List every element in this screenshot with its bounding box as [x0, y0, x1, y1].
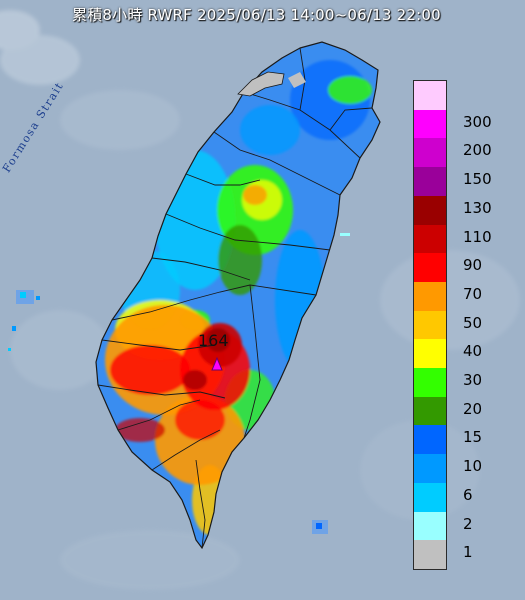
legend-swatch: [414, 310, 446, 340]
legend-label: 15: [463, 428, 483, 447]
legend-label: 110: [463, 227, 492, 246]
legend-swatch: [414, 540, 446, 569]
legend-swatch: [414, 253, 446, 282]
max-value-label: 164: [198, 331, 229, 350]
legend-label: 200: [463, 141, 492, 160]
legend-label: 6: [463, 485, 473, 504]
legend-swatch: [414, 81, 446, 110]
legend-swatch: [414, 396, 446, 426]
legend-swatch: [414, 368, 446, 397]
legend-label: 1: [463, 543, 473, 562]
legend-label: 70: [463, 284, 483, 303]
legend-swatch: [414, 425, 446, 455]
legend-label: 90: [463, 256, 483, 275]
legend: 300 200 150 130 110 90 70 50 40 30 20 15 10 6 2 1: [413, 80, 508, 570]
legend-label: 20: [463, 399, 483, 418]
legend-label: 30: [463, 371, 483, 390]
legend-swatch: [414, 454, 446, 483]
legend-label: 10: [463, 457, 483, 476]
legend-label: 130: [463, 198, 492, 217]
legend-swatch: [414, 109, 446, 139]
no-data-areas: [237, 71, 306, 97]
legend-swatch: [414, 138, 446, 168]
max-rainfall-marker: [211, 356, 223, 371]
legend-color-bar: [413, 80, 447, 570]
legend-label: 2: [463, 514, 473, 533]
legend-label: 50: [463, 313, 483, 332]
legend-swatch: [414, 482, 446, 512]
legend-swatch: [414, 281, 446, 311]
legend-swatch: [414, 195, 446, 225]
legend-label: 300: [463, 112, 492, 131]
county-boundaries: [95, 41, 381, 550]
legend-swatch: [414, 339, 446, 369]
legend-label: 150: [463, 170, 492, 189]
legend-swatch: [414, 167, 446, 196]
legend-swatch: [414, 511, 446, 541]
legend-swatch: [414, 224, 446, 254]
legend-label: 40: [463, 342, 483, 361]
map-title: 累積8小時 RWRF 2025/06/13 14:00~06/13 22:00: [72, 6, 441, 24]
